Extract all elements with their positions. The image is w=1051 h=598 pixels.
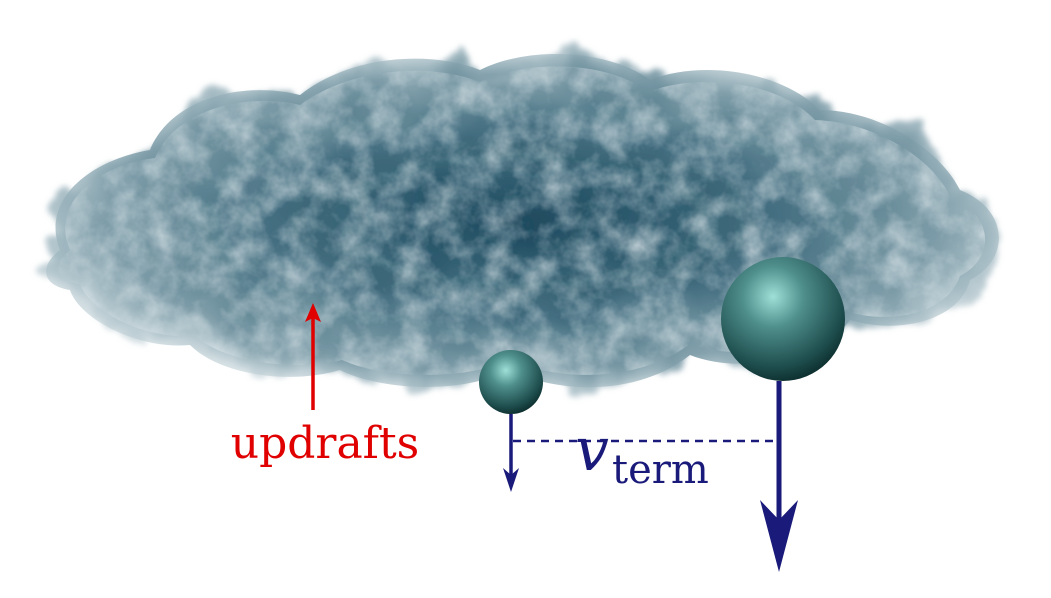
velocity-subscript: term: [612, 447, 709, 493]
updraft-arrow: [305, 303, 321, 410]
small-droplet: [479, 350, 543, 414]
large-velocity-arrow: [760, 381, 798, 572]
updrafts-label: updrafts: [231, 418, 419, 469]
cloud: [46, 53, 999, 388]
large-droplet: [721, 257, 845, 381]
terminal-velocity-label: v term: [575, 415, 709, 493]
velocity-symbol: v: [575, 415, 609, 485]
small-velocity-arrow: [503, 414, 519, 492]
